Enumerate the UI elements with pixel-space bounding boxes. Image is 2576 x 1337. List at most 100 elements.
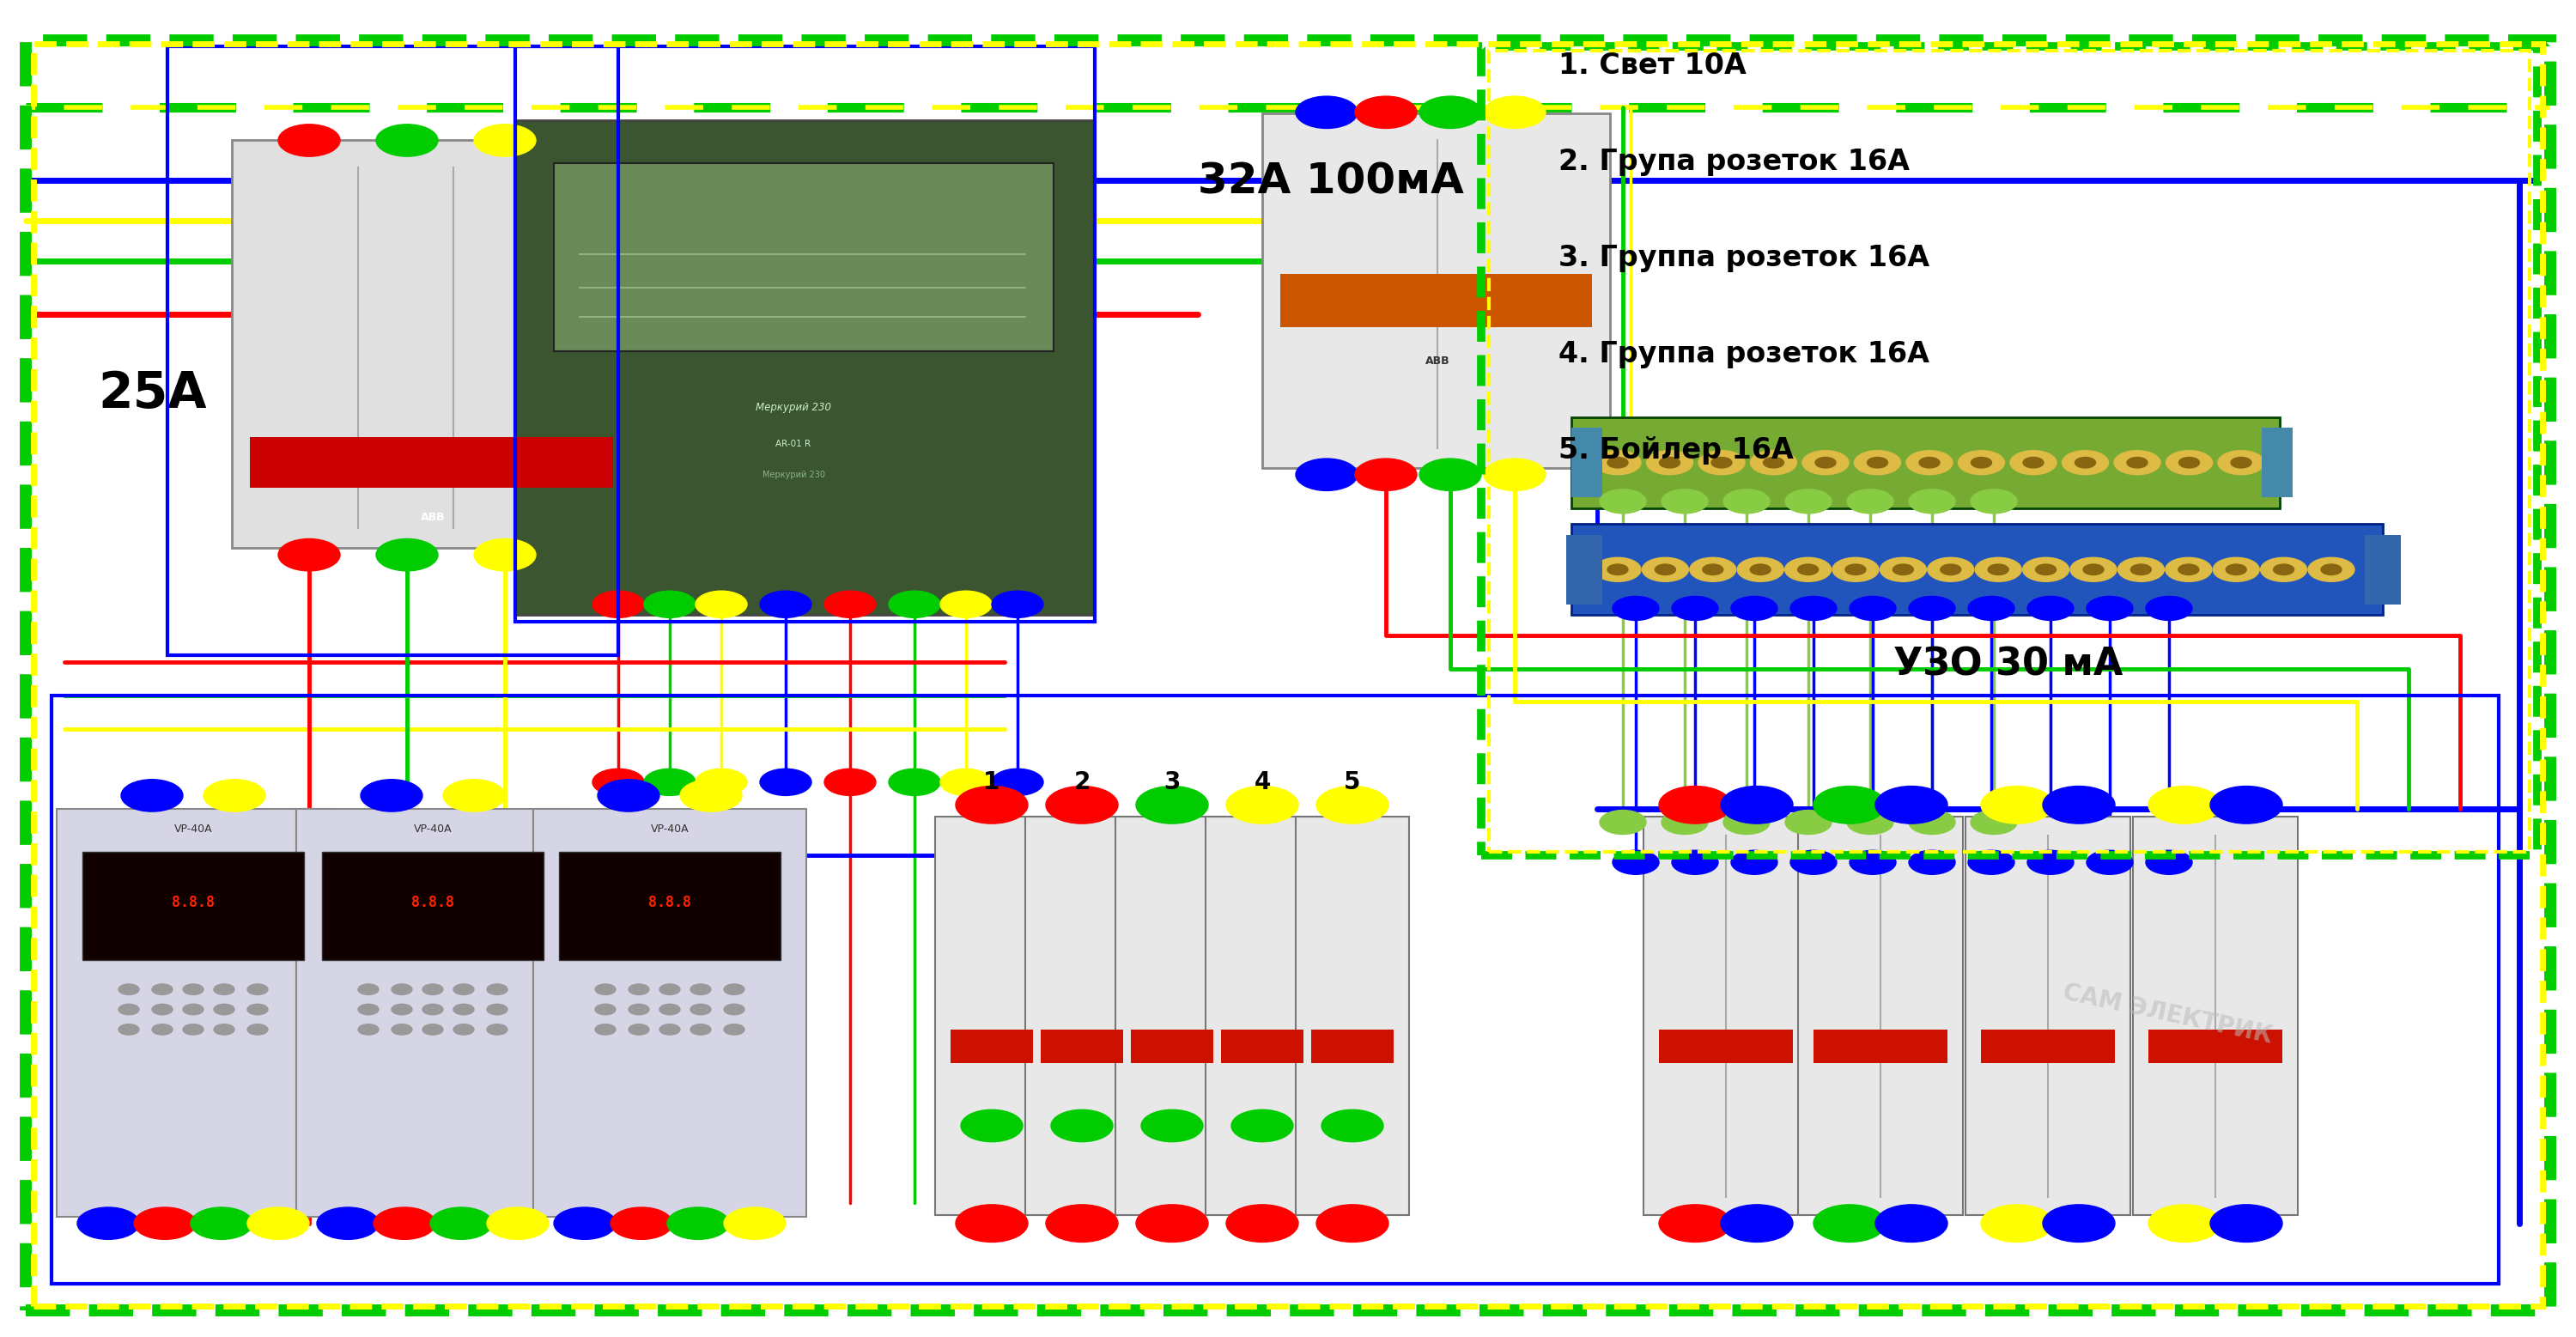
Circle shape xyxy=(1785,558,1832,582)
Circle shape xyxy=(1613,596,1659,620)
Circle shape xyxy=(134,1207,196,1239)
Circle shape xyxy=(956,1205,1028,1242)
Circle shape xyxy=(1971,489,2017,513)
Circle shape xyxy=(1909,810,1955,834)
Circle shape xyxy=(1785,810,1832,834)
Text: 4: 4 xyxy=(1255,770,1270,794)
Text: 2. Група розеток 16А: 2. Група розеток 16А xyxy=(1558,147,1909,175)
Circle shape xyxy=(422,1004,443,1015)
Circle shape xyxy=(592,769,644,796)
Circle shape xyxy=(2071,558,2117,582)
Circle shape xyxy=(392,1024,412,1035)
Circle shape xyxy=(1909,850,1955,874)
Text: Меркурий 230: Меркурий 230 xyxy=(762,471,824,479)
Text: 8.8.8: 8.8.8 xyxy=(412,894,453,910)
Circle shape xyxy=(1672,850,1718,874)
Circle shape xyxy=(2128,457,2148,468)
Circle shape xyxy=(2027,850,2074,874)
Text: 3: 3 xyxy=(1164,770,1180,794)
FancyBboxPatch shape xyxy=(2365,535,2401,604)
Circle shape xyxy=(889,769,940,796)
Circle shape xyxy=(247,1004,268,1015)
Circle shape xyxy=(214,1004,234,1015)
Text: АR-01 R: АR-01 R xyxy=(775,440,811,448)
FancyBboxPatch shape xyxy=(1571,428,1602,497)
Circle shape xyxy=(1909,596,1955,620)
Circle shape xyxy=(474,539,536,571)
Circle shape xyxy=(1971,457,1991,468)
FancyBboxPatch shape xyxy=(57,809,330,1217)
Circle shape xyxy=(690,984,711,995)
Circle shape xyxy=(392,984,412,995)
Circle shape xyxy=(487,1024,507,1035)
Circle shape xyxy=(1419,459,1481,491)
Circle shape xyxy=(1690,558,1736,582)
Circle shape xyxy=(724,984,744,995)
Circle shape xyxy=(1316,786,1388,824)
Circle shape xyxy=(598,779,659,812)
FancyBboxPatch shape xyxy=(1981,1029,2115,1063)
Circle shape xyxy=(1803,451,1850,475)
FancyBboxPatch shape xyxy=(232,140,631,548)
Text: 25A: 25A xyxy=(98,369,206,418)
Circle shape xyxy=(760,769,811,796)
Circle shape xyxy=(629,1004,649,1015)
Circle shape xyxy=(1600,810,1646,834)
Circle shape xyxy=(2218,451,2264,475)
Circle shape xyxy=(487,984,507,995)
Circle shape xyxy=(2061,451,2107,475)
Circle shape xyxy=(2087,850,2133,874)
Circle shape xyxy=(1710,457,1731,468)
Circle shape xyxy=(1355,96,1417,128)
Circle shape xyxy=(2009,451,2056,475)
Circle shape xyxy=(1790,596,1837,620)
Circle shape xyxy=(2027,596,2074,620)
FancyBboxPatch shape xyxy=(1280,274,1592,328)
Text: ABB: ABB xyxy=(420,512,446,523)
Text: VP-40A: VP-40A xyxy=(175,824,211,834)
Circle shape xyxy=(824,769,876,796)
Circle shape xyxy=(2166,558,2213,582)
FancyBboxPatch shape xyxy=(554,163,1054,352)
Circle shape xyxy=(152,984,173,995)
Circle shape xyxy=(2166,451,2213,475)
Text: 2: 2 xyxy=(1074,770,1090,794)
FancyBboxPatch shape xyxy=(1798,817,1963,1215)
Circle shape xyxy=(1814,1205,1886,1242)
FancyBboxPatch shape xyxy=(2148,1029,2282,1063)
FancyBboxPatch shape xyxy=(2262,428,2293,497)
Circle shape xyxy=(2231,457,2251,468)
Circle shape xyxy=(1736,558,1783,582)
Text: 8.8.8: 8.8.8 xyxy=(649,894,690,910)
Circle shape xyxy=(1981,1205,2053,1242)
Circle shape xyxy=(1659,786,1731,824)
Circle shape xyxy=(1927,558,1973,582)
Circle shape xyxy=(1816,457,1837,468)
Text: 1. Свет 10А: 1. Свет 10А xyxy=(1558,51,1747,79)
Circle shape xyxy=(1419,96,1481,128)
Circle shape xyxy=(1595,558,1641,582)
Circle shape xyxy=(1880,558,1927,582)
Circle shape xyxy=(940,591,992,618)
Circle shape xyxy=(1847,810,1893,834)
Circle shape xyxy=(2210,786,2282,824)
Circle shape xyxy=(2321,564,2342,575)
Circle shape xyxy=(696,591,747,618)
Text: 3. Группа розеток 16А: 3. Группа розеток 16А xyxy=(1558,243,1929,271)
Circle shape xyxy=(1607,457,1628,468)
Circle shape xyxy=(1607,564,1628,575)
Circle shape xyxy=(1798,564,1819,575)
Circle shape xyxy=(376,539,438,571)
Circle shape xyxy=(1136,1205,1208,1242)
Circle shape xyxy=(358,984,379,995)
Circle shape xyxy=(629,984,649,995)
Circle shape xyxy=(1646,451,1692,475)
Circle shape xyxy=(2210,1205,2282,1242)
Circle shape xyxy=(2043,786,2115,824)
FancyBboxPatch shape xyxy=(935,817,1048,1215)
Circle shape xyxy=(1958,451,2004,475)
Circle shape xyxy=(1226,786,1298,824)
FancyBboxPatch shape xyxy=(1571,417,2280,508)
Circle shape xyxy=(2117,558,2164,582)
Circle shape xyxy=(214,1024,234,1035)
